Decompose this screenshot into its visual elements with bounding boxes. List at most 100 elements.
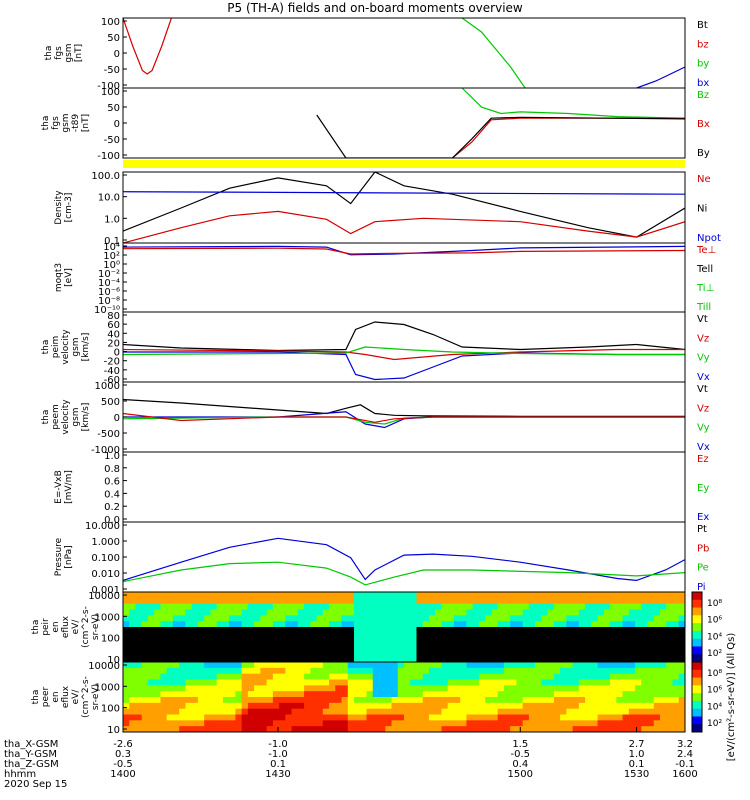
spectrogram-cell: [297, 644, 305, 651]
spectrogram-cell: [235, 667, 243, 675]
spectrogram-cell: [179, 726, 186, 733]
spectrogram-cell: [460, 597, 467, 605]
spectrogram-cell: [404, 673, 411, 680]
spectrogram-cell: [185, 662, 193, 669]
spectrogram-cell: [397, 597, 405, 605]
spectrogram-cell: [210, 621, 218, 628]
spectrogram-cell: [410, 621, 417, 628]
spectrogram-cell: [129, 702, 136, 710]
spectrogram-cell: [597, 708, 605, 715]
x-axis-value: 0.3: [115, 749, 131, 760]
spectrogram-cell: [653, 603, 661, 610]
spectrogram-cell: [285, 615, 293, 622]
spectrogram-cell: [397, 662, 405, 669]
spectrogram-cell: [254, 621, 261, 628]
spectrogram-cell: [285, 644, 293, 651]
spectrogram-cell: [660, 609, 667, 616]
spectrogram-cell: [191, 691, 199, 698]
spectrogram-cell: [666, 708, 674, 715]
spectrogram-cell: [404, 667, 411, 675]
spectrogram-cell: [503, 685, 511, 692]
spectrogram-cell: [541, 615, 549, 622]
spectrogram-cell: [641, 691, 649, 698]
spectrogram-cell: [241, 638, 249, 645]
spectrogram-cell: [335, 673, 343, 680]
spectrogram-cell: [541, 697, 549, 704]
spectrogram-cell: [316, 685, 324, 692]
spectrogram-cell: [460, 685, 467, 692]
legend-label: Tell: [696, 264, 713, 275]
spectrogram-cell: [616, 720, 624, 727]
spectrogram-cell: [503, 679, 511, 686]
spectrogram-cell: [472, 667, 480, 675]
y-tick-label: 1.0: [104, 451, 120, 462]
spectrogram-cell: [647, 603, 655, 610]
spectrogram-cell: [497, 685, 505, 692]
spectrogram-cell: [472, 597, 480, 605]
spectrogram-cell: [535, 656, 542, 663]
spectrogram-cell: [591, 726, 599, 733]
spectrogram-cell: [235, 702, 243, 710]
spectrogram-cell: [591, 656, 599, 663]
spectrogram-cell: [397, 691, 405, 698]
spectrogram-cell: [135, 627, 143, 634]
spectrogram-cell: [285, 627, 293, 634]
spectrogram-cell: [497, 609, 505, 616]
spectrogram-cell: [304, 603, 311, 610]
spectrogram-cell: [379, 603, 386, 610]
spectrogram-cell: [272, 644, 280, 651]
spectrogram-cell: [322, 650, 330, 657]
spectrogram-cell: [572, 650, 580, 657]
spectrogram-cell: [416, 656, 424, 663]
spectrogram-cell: [478, 615, 486, 622]
spectrogram-cell: [341, 720, 349, 727]
spectrogram-cell: [354, 714, 361, 721]
spectrogram-cell: [522, 627, 530, 634]
series-line-Vz: [123, 412, 685, 423]
spectrogram-cell: [453, 714, 461, 721]
spectrogram-cell: [578, 702, 586, 710]
y-tick-label: 0.4: [104, 489, 120, 500]
spectrogram-cell: [379, 650, 386, 657]
spectrogram-cell: [585, 720, 592, 727]
spectrogram-cell: [254, 632, 261, 640]
spectrogram-cell: [635, 609, 642, 616]
spectrogram-cell: [147, 662, 155, 669]
spectrogram-cell: [297, 632, 305, 640]
spectrogram-cell: [147, 685, 155, 692]
spectrogram-cell: [123, 714, 130, 721]
spectrogram-cell: [435, 714, 442, 721]
spectrogram-cell: [291, 592, 299, 599]
legend-label: Pb: [697, 543, 709, 554]
spectrogram-cell: [372, 644, 380, 651]
spectrogram-cell: [154, 644, 161, 651]
spectrogram-cell: [210, 650, 218, 657]
spectrogram-cell: [210, 644, 218, 651]
spectrogram-cell: [210, 656, 218, 663]
spectrogram-cell: [141, 673, 149, 680]
spectrogram-cell: [553, 726, 561, 733]
x-axis-value: -0.5: [113, 759, 133, 770]
spectrogram-cell: [160, 644, 168, 651]
spectrogram-cell: [616, 615, 624, 622]
spectrogram-cell: [385, 673, 393, 680]
spectrogram-cell: [478, 603, 486, 610]
spectrogram-cell: [191, 632, 199, 640]
spectrogram-cell: [216, 597, 224, 605]
spectrogram-cell: [453, 632, 461, 640]
spectrogram-cell: [628, 638, 636, 645]
spectrogram-cell: [478, 702, 486, 710]
spectrogram-cell: [291, 650, 299, 657]
spectrogram-cell: [497, 662, 505, 669]
spectrogram-cell: [310, 697, 318, 704]
spectrogram-cell: [385, 644, 393, 651]
spectrogram-cell: [622, 673, 630, 680]
spectrogram-cell: [360, 597, 368, 605]
spectrogram-cell: [154, 621, 161, 628]
spectrogram-cell: [379, 627, 386, 634]
spectrogram-cell: [147, 638, 155, 645]
spectrogram-cell: [628, 685, 636, 692]
spectrogram-cell: [422, 691, 430, 698]
spectrogram-cell: [591, 697, 599, 704]
spectrogram-cell: [422, 609, 430, 616]
